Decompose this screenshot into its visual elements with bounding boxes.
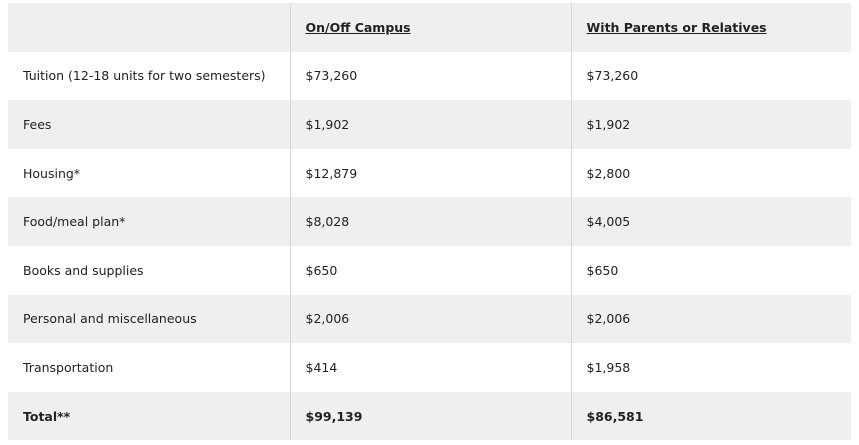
table-cell: Tuition (12-18 units for two semesters) bbox=[23, 68, 266, 84]
table-cell: $650 bbox=[570, 245, 851, 295]
table-cell: Transportation bbox=[23, 359, 114, 375]
table-cell: $12,879 bbox=[289, 148, 571, 198]
table-row: Transportation $414 $1,958 bbox=[8, 343, 851, 392]
table-cell: Housing* bbox=[23, 165, 81, 181]
table-row: Tuition (12-18 units for two semesters) $… bbox=[8, 51, 851, 101]
table-cell: $73,260 bbox=[570, 51, 851, 101]
table-cell: $4,005 bbox=[570, 197, 851, 246]
table-cell: Personal and miscellaneous bbox=[23, 311, 197, 327]
table-cell: $2,006 bbox=[289, 294, 571, 344]
header-cell: On/Off Campus bbox=[289, 3, 571, 52]
table-cell: $1,958 bbox=[570, 343, 851, 392]
table-cell: $86,581 bbox=[570, 391, 851, 441]
table-cell: Fees bbox=[23, 116, 52, 132]
table-cell: $2,006 bbox=[570, 294, 851, 344]
table-cell: $73,260 bbox=[289, 51, 571, 101]
table-row: Housing* $12,879 $2,800 bbox=[8, 148, 851, 198]
header-cell: With Parents or Relatives bbox=[570, 3, 851, 52]
table-cell: Food/meal plan* bbox=[23, 214, 126, 230]
table-cell: $1,902 bbox=[570, 100, 851, 149]
table-cell: $8,028 bbox=[289, 197, 571, 246]
table-row: Personal and miscellaneous $2,006 $2,006 bbox=[8, 294, 851, 344]
table-cell: $2,800 bbox=[570, 148, 851, 198]
table-body: Tuition (12-18 units for two semesters) $… bbox=[8, 51, 851, 441]
table-cell: Books and supplies bbox=[23, 262, 144, 278]
table-cell: $1,902 bbox=[289, 100, 571, 149]
table-cell: $414 bbox=[289, 343, 571, 392]
cost-table: On/Off Campus With Parents or Relatives … bbox=[8, 3, 851, 441]
table-row: Food/meal plan* $8,028 $4,005 bbox=[8, 197, 851, 246]
table-cell: $650 bbox=[289, 245, 571, 295]
header-row: On/Off Campus With Parents or Relatives bbox=[8, 3, 851, 52]
table-row: Fees $1,902 $1,902 bbox=[8, 100, 851, 149]
header-cell bbox=[8, 3, 290, 52]
table-cell: Total** bbox=[23, 408, 71, 424]
table-row: Books and supplies $650 $650 bbox=[8, 245, 851, 295]
table-row: Total** $99,139 $86,581 bbox=[8, 391, 851, 441]
table-cell: $99,139 bbox=[289, 391, 571, 441]
